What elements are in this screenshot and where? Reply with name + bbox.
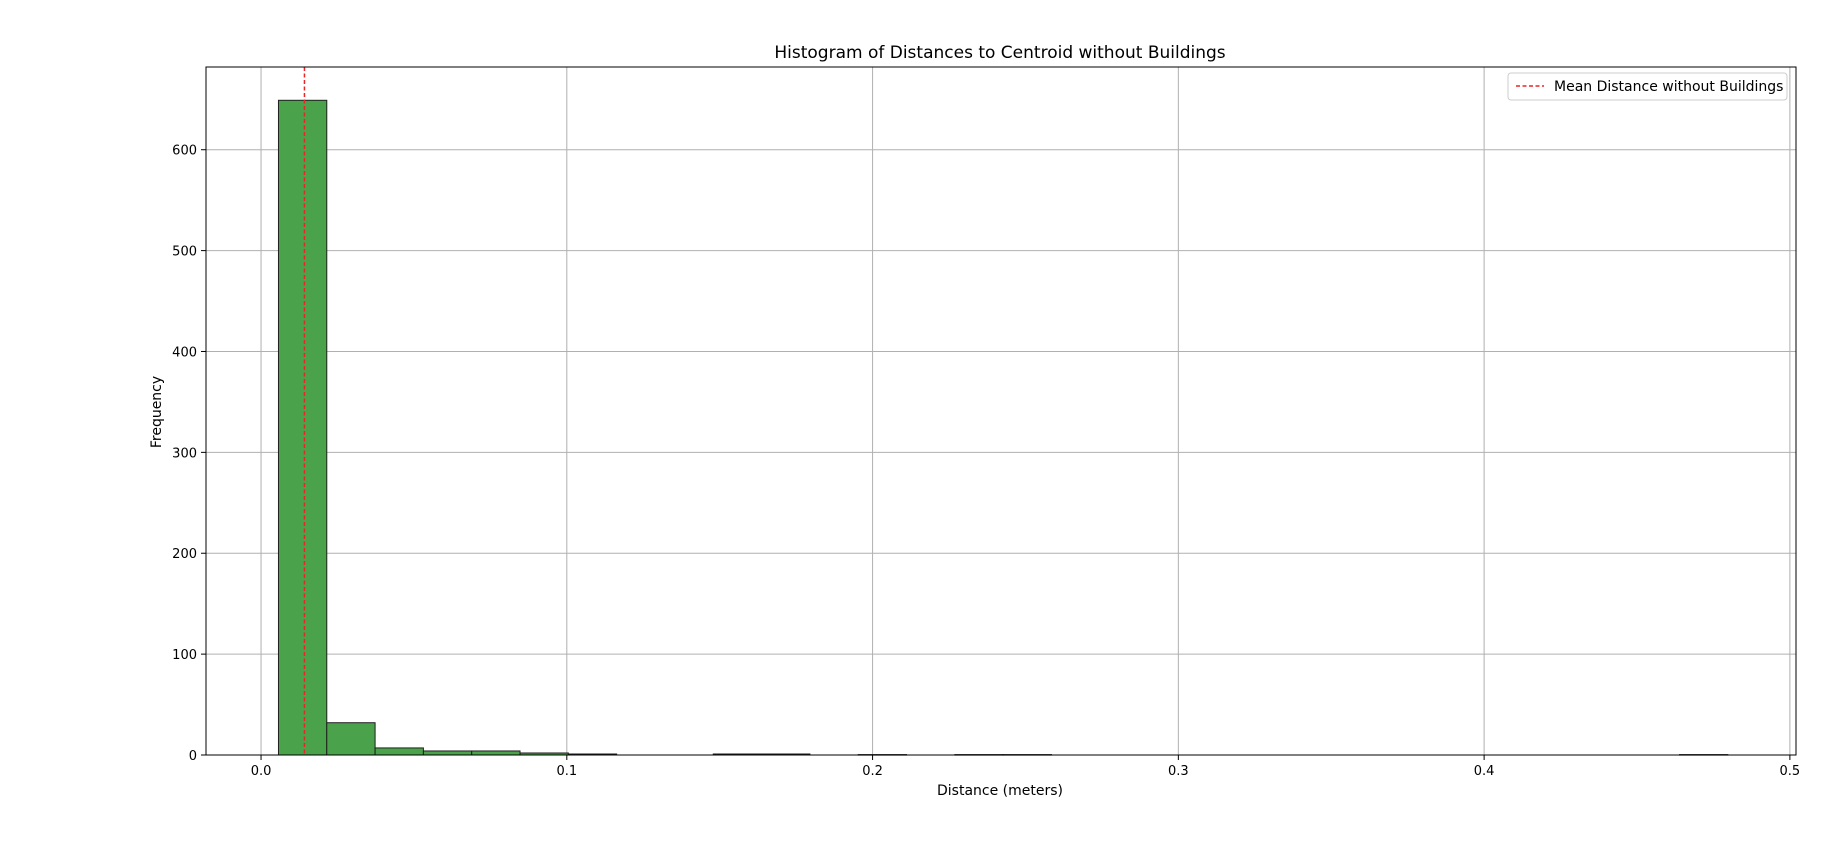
y-tick-label: 400: [172, 345, 197, 360]
x-tick-label: 0.3: [1168, 764, 1189, 779]
y-axis-title: Frequency: [149, 376, 165, 448]
histogram-bar: [277, 99, 328, 756]
x-axis-title: Distance (meters): [937, 783, 1063, 799]
histogram-bars: [277, 99, 1729, 756]
x-tick-label: 0.1: [556, 764, 577, 779]
chart-title: Histogram of Distances to Centroid witho…: [774, 43, 1225, 63]
grid-lines: [206, 67, 1796, 756]
histogram-bar: [374, 747, 424, 756]
y-axis-ticks: 0 100 200 300 400 500 600: [172, 144, 206, 764]
histogram-bar: [471, 750, 521, 756]
y-tick-label: 500: [172, 245, 197, 260]
y-tick-label: 0: [189, 749, 197, 764]
y-tick-label: 100: [172, 648, 197, 663]
x-tick-label: 0.2: [862, 764, 883, 779]
y-tick-label: 300: [172, 446, 197, 461]
legend-mean-line-label: Mean Distance without Buildings: [1554, 79, 1783, 95]
x-tick-label: 0.4: [1474, 764, 1495, 779]
x-tick-label: 0.0: [251, 764, 272, 779]
histogram-bar: [326, 722, 376, 756]
legend-box: [1507, 72, 1788, 101]
x-tick-label: 0.5: [1780, 764, 1801, 779]
legend: Mean Distance without Buildings: [1507, 72, 1788, 101]
y-tick-label: 200: [172, 547, 197, 562]
y-tick-label: 600: [172, 144, 197, 159]
plot-frame: [205, 66, 1797, 756]
x-axis-ticks: 0.0 0.1 0.2 0.3 0.4 0.5: [251, 755, 1801, 779]
histogram-bar: [422, 750, 473, 756]
